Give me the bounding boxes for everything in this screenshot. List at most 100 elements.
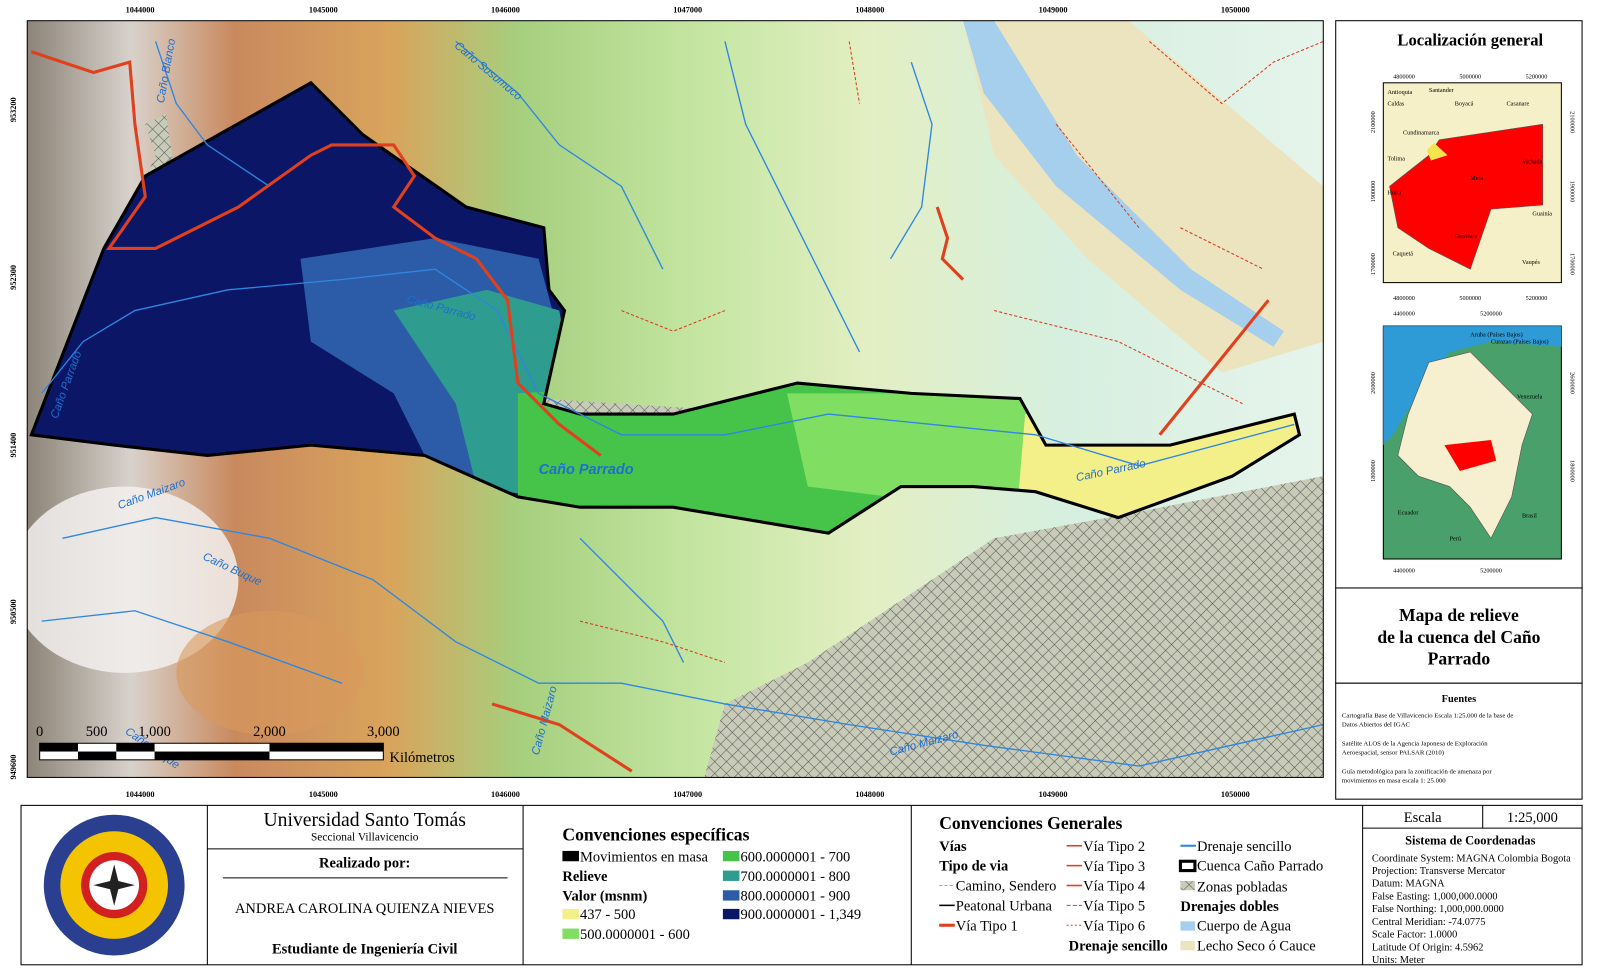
title-frame: [1335, 587, 1583, 684]
inset-label: Vichada: [1522, 159, 1543, 166]
relief-slope: [176, 610, 363, 735]
legend-item: 900.0000001 - 1,349: [740, 907, 861, 923]
scale-unit: Kilómetros: [390, 750, 456, 766]
x-coord-label: 1046000: [491, 5, 520, 14]
x-coord-label: 1045000: [309, 790, 338, 799]
inset-coord: 5200000: [1480, 311, 1502, 318]
made-by: Realizado por:: [319, 855, 410, 871]
locator-title: Localización general: [1397, 31, 1543, 50]
map-body: Caño Blanco Caño Susumuco Caño Parrado C…: [27, 20, 1324, 778]
coord-line: Latitude Of Origin: 4.5962: [1372, 942, 1483, 953]
coord-line: False Easting: 1,000,000.0000: [1372, 891, 1498, 902]
inset-label: Caquetá: [1393, 251, 1414, 258]
coord-line: Central Meridian: -74.0775: [1372, 917, 1485, 928]
map-title: Mapa de relieve: [1399, 605, 1519, 625]
coord-title: Sistema de Coordenadas: [1405, 834, 1535, 848]
legend-item: 800.0000001 - 900: [740, 889, 850, 905]
legend-swatch: [1180, 921, 1195, 931]
x-coord-label: 1045000: [309, 5, 338, 14]
inset-coord: 4400000: [1393, 311, 1415, 318]
inset-label: Guainía: [1532, 210, 1552, 217]
study-area: [1426, 142, 1448, 161]
river: [62, 516, 1324, 767]
university-campus: Seccional Villavicencio: [311, 832, 419, 844]
legend-item: 500.0000001 - 600: [580, 927, 690, 943]
basin-outline: [29, 80, 1302, 535]
legend-swatch: [562, 850, 579, 862]
inset-label: Brasil: [1522, 513, 1537, 520]
footer: Universidad Santo Tomás Seccional Villav…: [20, 804, 1583, 966]
source-text: Satélite ALOS de la Agencia Japonesa de …: [1342, 740, 1488, 747]
roads: [30, 40, 1324, 773]
scale-label: 0: [36, 724, 43, 740]
coord-line: Scale Factor: 1.0000: [1372, 930, 1457, 941]
inset-coord: 4400000: [1393, 567, 1415, 574]
logo-cross: [93, 864, 135, 906]
inset-label: Caldas: [1387, 101, 1404, 108]
river: [41, 268, 1295, 467]
legend-swatch: [722, 850, 740, 862]
inset-label: Curazao (Países Bajos): [1491, 339, 1549, 346]
water-body: [963, 20, 1284, 347]
relief-legend: 437 - 500 500.0000001 - 600 600.0000001 - …: [562, 849, 861, 943]
inset-coord: 1700000: [1370, 253, 1377, 275]
y-coord-label: 953200: [9, 97, 18, 122]
legend-item: Vía Tipo 4: [1083, 879, 1146, 895]
drainage: [41, 40, 1324, 767]
legend-item: 600.0000001 - 700: [740, 849, 850, 865]
scale-label: 500: [86, 724, 108, 740]
legend-item: Vía Tipo 1: [956, 918, 1018, 934]
coord-line: Datum: MAGNA: [1372, 879, 1445, 890]
footer-frame: [20, 804, 1583, 966]
road: [1158, 299, 1270, 436]
road: [935, 206, 965, 281]
x-coord-label: 1050000: [1221, 790, 1250, 799]
inset-label: Cundinamarca: [1403, 130, 1439, 137]
legend-heading: Valor (msnm): [562, 889, 647, 905]
university-name: Universidad Santo Tomás: [263, 809, 465, 831]
coord-line: Coordinate System: MAGNA Colombia Bogota: [1372, 853, 1571, 864]
river: [41, 610, 343, 684]
source-text: Guía metodológica para la zonificación d…: [1342, 768, 1493, 775]
x-coord-label: 1048000: [855, 5, 884, 14]
legend-item: Vía Tipo 5: [1083, 899, 1145, 915]
x-coord-label: 1046000: [491, 790, 520, 799]
legend-swatch: [1180, 940, 1195, 951]
scale-value: 1:25,000: [1507, 810, 1558, 826]
inset-coord: 1700000: [1569, 253, 1576, 275]
stream-label: Caño Parrado: [539, 462, 634, 478]
side-panel: Localización general 4800000 5000000 52000…: [1335, 20, 1583, 800]
inset-label: Venezuela: [1517, 394, 1543, 401]
relief-highland: [27, 486, 239, 673]
inset-coord: 5200000: [1480, 567, 1502, 574]
river: [724, 41, 861, 353]
legend-heading: Drenaje sencillo: [1069, 938, 1168, 954]
inset-coord: 2600000: [1569, 372, 1576, 394]
legend-item: Vía Tipo 2: [1083, 839, 1145, 855]
sources-title: Fuentes: [1442, 694, 1476, 705]
legend-item: Vía Tipo 6: [1083, 918, 1145, 934]
y-coord-label: 950500: [9, 599, 18, 624]
inset-label: Santander: [1429, 87, 1455, 94]
legend-item: Zonas pobladas: [1197, 879, 1288, 895]
inset-coord: 2100000: [1569, 111, 1576, 133]
scale-segment: [77, 751, 117, 760]
y-coord-label: 952300: [9, 265, 18, 290]
inset-label: Boyacá: [1455, 101, 1474, 108]
inset-coord: 5000000: [1459, 295, 1481, 302]
inset-coord: 4800000: [1393, 74, 1415, 81]
populated-zone: [704, 476, 1324, 778]
inset-coord: 1800000: [1569, 460, 1576, 482]
y-coord-label: 951400: [9, 433, 18, 458]
x-coord-label: 1050000: [1221, 5, 1250, 14]
scale-label: 1,000: [138, 724, 171, 740]
author: ANDREA CAROLINA QUIENZA NIEVES: [235, 901, 495, 917]
scale-segment: [154, 751, 270, 760]
inset-label: Antioquia: [1387, 89, 1412, 96]
coord-line: Units: Meter: [1372, 955, 1425, 966]
inset-coord: 5200000: [1526, 295, 1548, 302]
legend-heading: Drenajes dobles: [1180, 899, 1279, 915]
x-coord-label: 1048000: [855, 790, 884, 799]
